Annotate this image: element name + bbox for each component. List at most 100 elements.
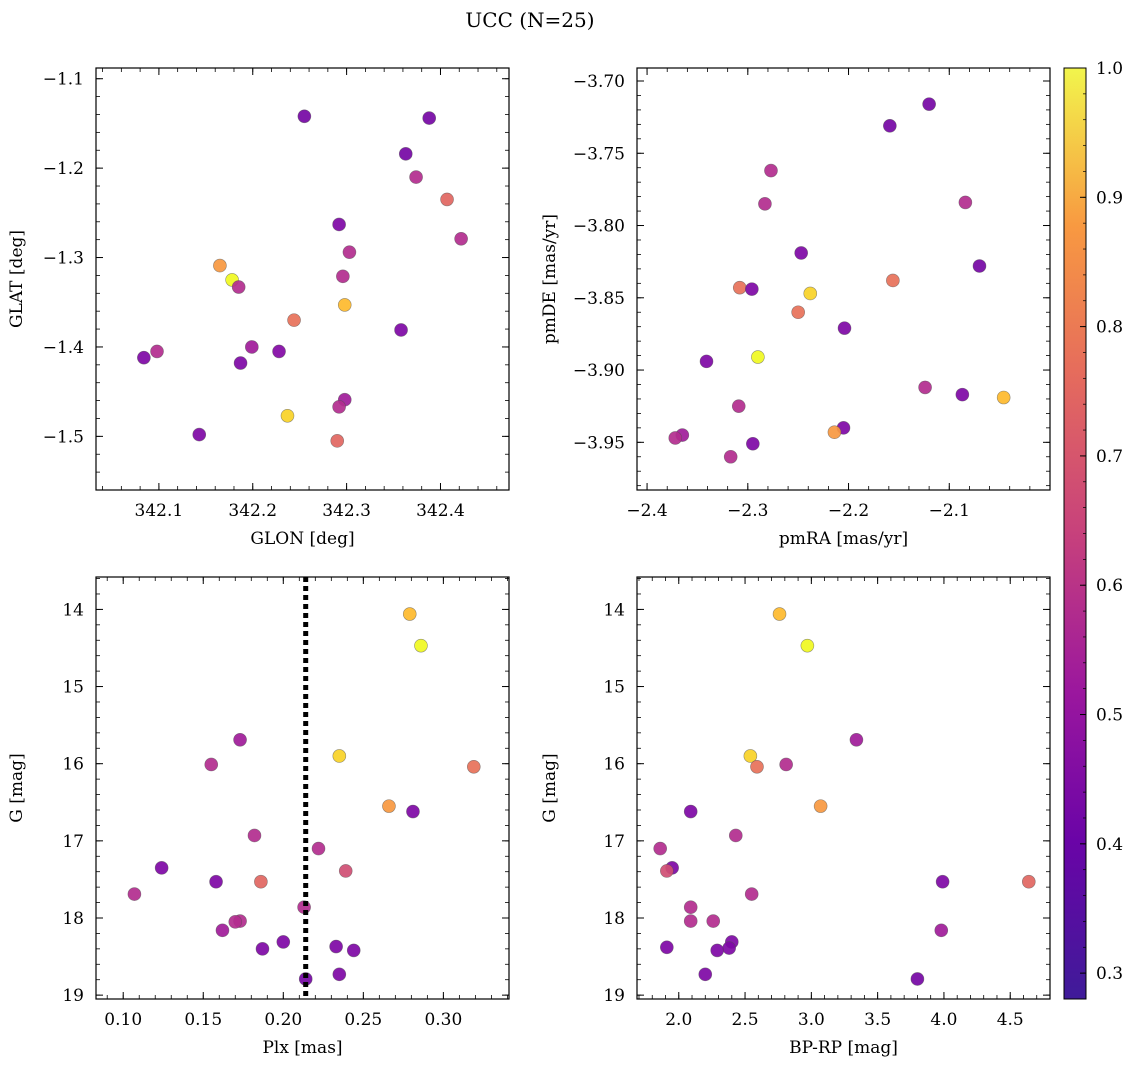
y-axis-label: G [mag] <box>540 753 560 822</box>
x-tick-label: 0.15 <box>184 1010 222 1030</box>
data-point <box>406 804 420 819</box>
data-point <box>837 321 852 335</box>
x-axis-label: GLON [deg] <box>250 529 354 549</box>
colorbar-gradient <box>1063 67 1087 1000</box>
data-point <box>127 887 142 901</box>
data-point <box>213 258 227 273</box>
data-point <box>745 282 759 296</box>
data-point <box>723 449 738 464</box>
figure-title: UCC (N=25) <box>465 8 594 32</box>
x-tick-label: 2.5 <box>732 1010 759 1030</box>
panel-2-points <box>668 97 1011 464</box>
data-point <box>337 298 352 312</box>
axes-frame <box>636 576 1051 1000</box>
data-point <box>297 109 312 124</box>
y-tick-label: 14 <box>62 600 84 620</box>
data-point <box>228 915 243 929</box>
y-tick-label: 17 <box>62 832 84 852</box>
data-point <box>254 874 268 889</box>
panel-3-points <box>127 607 481 986</box>
data-point <box>750 759 764 774</box>
data-point <box>409 170 423 184</box>
data-point <box>231 280 246 294</box>
data-point <box>346 943 361 958</box>
data-point <box>746 436 760 451</box>
data-point <box>827 425 842 439</box>
data-point <box>440 192 454 207</box>
axes-frame <box>95 576 510 1000</box>
y-axis-label: pmDE [mas/yr] <box>540 214 560 344</box>
data-point <box>653 841 668 856</box>
panel-3-ticks: 0.10 0.15 0.20 0.25 0.30 14 15 16 17 18 19 <box>62 577 509 1030</box>
colorbar-ticks: 1.0 0.9 0.8 0.7 0.6 0.5 0.4 0.3 <box>1080 59 1123 984</box>
panels: 342.1 342.2 342.3 342.4 −1.1 −1.2 −1.3 −1.4 −1.5… <box>7 67 1051 1058</box>
data-point <box>813 799 828 813</box>
panel-4-ticks: 2.0 2.5 3.0 3.5 4.0 4.5 14 15 16 17 18 19 <box>603 577 1051 1030</box>
data-point <box>803 286 818 301</box>
data-point <box>332 967 347 982</box>
data-point <box>886 273 900 288</box>
x-tick-label: 3.0 <box>798 1010 825 1030</box>
colorbar-tick-label: 0.6 <box>1096 576 1123 596</box>
y-tick-label: 16 <box>62 755 84 775</box>
y-tick-label: 18 <box>603 909 625 929</box>
colorbar-tick-label: 0.4 <box>1096 835 1123 855</box>
data-point <box>698 967 713 982</box>
data-point <box>233 732 247 747</box>
x-tick-label: 0.30 <box>424 1010 462 1030</box>
data-point <box>414 638 428 653</box>
y-tick-label: −3.85 <box>573 289 625 309</box>
x-axis-label: pmRA [mas/yr] <box>779 529 908 549</box>
data-point <box>731 399 746 413</box>
x-axis-label: BP-RP [mag] <box>789 1038 898 1058</box>
data-point <box>996 390 1011 405</box>
data-point <box>779 757 793 772</box>
data-point <box>849 732 864 747</box>
y-tick-label: −3.70 <box>573 72 625 92</box>
panel-1: 342.1 342.2 342.3 342.4 −1.1 −1.2 −1.3 −1.4 −1.5… <box>7 67 510 549</box>
data-point <box>272 344 286 359</box>
data-point <box>332 400 346 414</box>
data-point <box>699 354 714 369</box>
data-point <box>398 147 413 161</box>
data-point <box>137 350 151 365</box>
data-point <box>791 305 805 320</box>
data-point <box>751 350 765 364</box>
axes-frame <box>636 67 1051 491</box>
data-point <box>772 607 787 621</box>
data-point <box>800 638 815 653</box>
data-point <box>336 269 350 284</box>
colorbar-tick-label: 0.7 <box>1096 447 1123 467</box>
panel-4: 2.0 2.5 3.0 3.5 4.0 4.5 14 15 16 17 18 19 BP-RP [mag… <box>540 576 1051 1058</box>
y-tick-label: −3.80 <box>573 217 625 237</box>
data-point <box>710 943 725 958</box>
panel-2-ticks: −2.4 −2.3 −2.2 −2.1 −3.70 −3.75 −3.80 −3.85 −3.9… <box>573 68 1050 521</box>
panel-2: −2.4 −2.3 −2.2 −2.1 −3.70 −3.75 −3.80 −3.85 −3.9… <box>540 67 1051 549</box>
x-axis-label: Plx [mas] <box>262 1038 342 1058</box>
data-point <box>311 841 326 856</box>
colorbar-tick-label: 0.3 <box>1096 964 1123 984</box>
data-point <box>732 280 747 295</box>
data-point <box>744 887 759 901</box>
data-point <box>233 356 248 370</box>
data-point <box>910 972 925 986</box>
y-tick-label: 16 <box>603 755 625 775</box>
colorbar-tick-label: 0.9 <box>1096 188 1123 208</box>
y-tick-label: −1.1 <box>43 70 84 90</box>
y-tick-label: 15 <box>62 678 84 698</box>
data-point <box>683 804 698 819</box>
y-tick-label: −1.2 <box>43 159 84 179</box>
y-tick-label: −3.90 <box>573 361 625 381</box>
data-point <box>422 111 437 125</box>
x-tick-label: −2.2 <box>828 501 869 521</box>
data-point <box>204 757 219 772</box>
data-point <box>1021 874 1036 889</box>
panel-1-ticks: 342.1 342.2 342.3 342.4 −1.1 −1.2 −1.3 −1.4 −1.5 <box>43 68 509 521</box>
data-point <box>683 914 698 928</box>
data-point <box>150 344 164 359</box>
data-point <box>280 408 295 423</box>
data-point <box>255 942 270 956</box>
data-point <box>758 197 772 211</box>
colorbar: 1.0 0.9 0.8 0.7 0.6 0.5 0.4 0.3 <box>1063 59 1123 1000</box>
data-point <box>276 935 291 949</box>
